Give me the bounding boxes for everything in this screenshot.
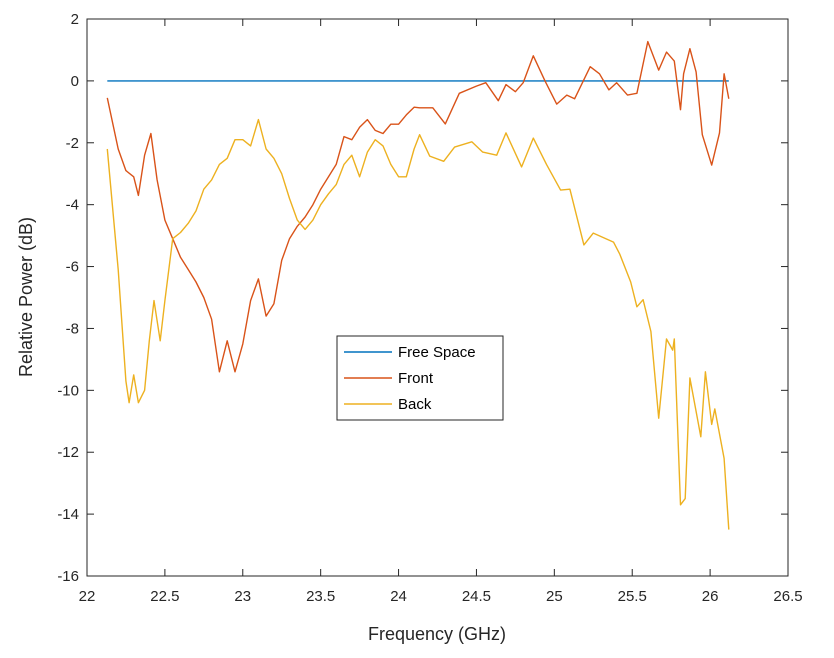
x-tick-label: 22 (79, 588, 96, 605)
y-tick-label: -8 (66, 320, 79, 337)
y-tick-label: -2 (66, 135, 79, 152)
x-tick-label: 26.5 (773, 588, 802, 605)
y-tick-label: -14 (57, 506, 79, 523)
legend-label-back: Back (398, 396, 432, 413)
y-tick-label: -16 (57, 568, 79, 585)
y-tick-label: 2 (71, 11, 79, 28)
y-tick-label: -4 (66, 197, 79, 214)
series-line-front (106, 40, 730, 373)
x-tick-label: 24.5 (462, 588, 491, 605)
x-tick-label: 25 (546, 588, 563, 605)
legend-label-free-space: Free Space (398, 344, 476, 361)
legend: Free Space Front Back (336, 335, 504, 421)
plot-area (86, 18, 789, 577)
legend-label-front: Front (398, 370, 434, 387)
x-tick-label: 23.5 (306, 588, 335, 605)
x-tick-label: 22.5 (150, 588, 179, 605)
x-tick-label: 25.5 (618, 588, 647, 605)
x-tick-label: 26 (702, 588, 719, 605)
x-axis-label: Frequency (GHz) (368, 624, 506, 644)
x-tick-label: 23 (234, 588, 251, 605)
y-tick-label: -6 (66, 259, 79, 276)
y-tick-label: -12 (57, 444, 79, 461)
y-tick-label: -10 (57, 382, 79, 399)
series-line-back (106, 118, 730, 530)
y-axis-label: Relative Power (dB) (16, 217, 36, 377)
y-tick-label: 0 (71, 73, 79, 90)
x-tick-label: 24 (390, 588, 407, 605)
